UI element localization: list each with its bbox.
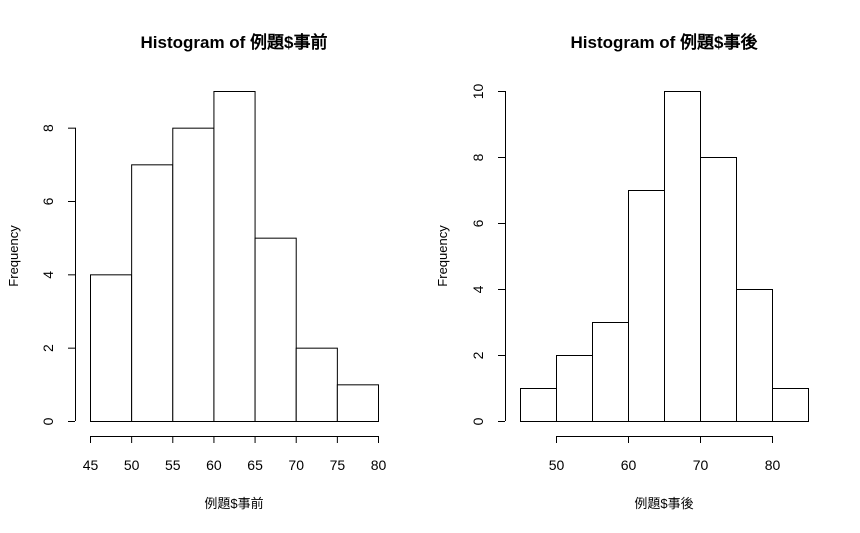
histogram-bar <box>628 190 665 422</box>
y-tick-label: 0 <box>470 417 486 425</box>
bar-group <box>520 91 809 422</box>
y-axis: 0 2 4 6 8 10 <box>470 84 506 425</box>
x-tick-label: 70 <box>693 457 709 473</box>
y-tick-label: 6 <box>470 219 486 227</box>
y-tick-label: 2 <box>40 344 56 352</box>
x-axis: 45 50 55 60 65 70 75 80 <box>83 436 387 473</box>
x-tick-label: 80 <box>765 457 781 473</box>
histogram-bar <box>592 322 629 422</box>
histogram-bar <box>556 355 593 422</box>
y-axis: 0 2 4 6 8 <box>40 124 76 425</box>
histogram-bar <box>772 388 809 422</box>
y-axis-label: Frequency <box>6 225 21 287</box>
x-axis: 50 60 70 80 <box>549 436 781 473</box>
histogram-bar <box>254 237 297 422</box>
histogram-bar <box>520 388 557 422</box>
y-tick-label: 10 <box>470 84 486 100</box>
x-tick-label: 65 <box>247 457 263 473</box>
histogram-bar <box>213 91 256 422</box>
histogram-panel-pre: Histogram of 例題$事前 例題$事前 Frequency 45 50 5… <box>6 32 386 511</box>
x-tick-label: 45 <box>83 457 99 473</box>
x-axis-label: 例題$事後 <box>634 496 693 511</box>
histogram-bar <box>336 384 380 423</box>
histogram-bar <box>664 91 701 422</box>
y-axis-label: Frequency <box>435 225 450 287</box>
histogram-bar <box>736 289 773 422</box>
y-tick-label: 8 <box>470 153 486 161</box>
x-tick-label: 75 <box>330 457 346 473</box>
chart-title: Histogram of 例題$事前 <box>140 32 327 52</box>
x-axis-label: 例題$事前 <box>204 496 263 511</box>
x-tick-label: 55 <box>165 457 181 473</box>
histogram-bar <box>172 127 215 423</box>
x-tick-label: 70 <box>288 457 304 473</box>
histogram-bar <box>90 274 133 423</box>
x-tick-label: 80 <box>371 457 387 473</box>
y-tick-label: 8 <box>40 124 56 132</box>
histogram-bar <box>131 164 174 422</box>
y-tick-label: 0 <box>40 417 56 425</box>
x-tick-label: 50 <box>124 457 140 473</box>
y-tick-label: 4 <box>470 285 486 293</box>
chart-title: Histogram of 例題$事後 <box>570 32 758 52</box>
histogram-panel-post: Histogram of 例題$事後 例題$事後 Frequency 50 60 7… <box>435 32 809 511</box>
x-tick-label: 60 <box>206 457 222 473</box>
histogram-bar <box>295 347 338 422</box>
bar-group <box>90 91 380 423</box>
y-tick-label: 2 <box>470 351 486 359</box>
y-tick-label: 6 <box>40 197 56 205</box>
x-tick-label: 60 <box>621 457 637 473</box>
x-tick-label: 50 <box>549 457 565 473</box>
histogram-bar <box>700 157 737 422</box>
y-tick-label: 4 <box>40 271 56 279</box>
